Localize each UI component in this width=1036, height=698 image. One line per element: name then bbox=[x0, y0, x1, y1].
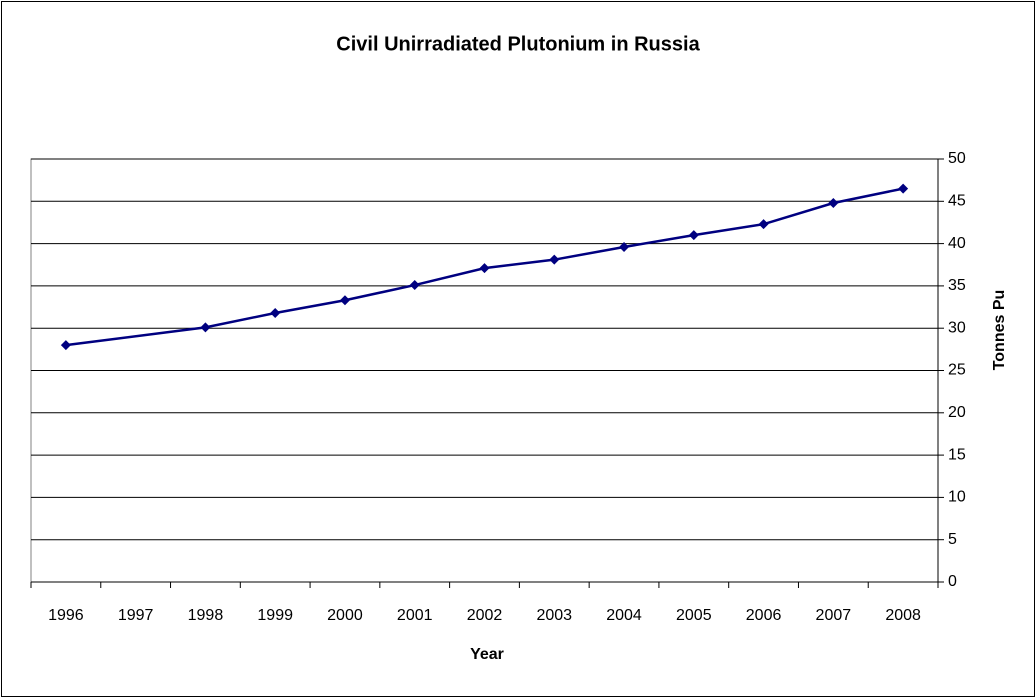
x-tick-label: 2004 bbox=[606, 607, 642, 624]
y-tick-label: 40 bbox=[948, 235, 966, 252]
y-tick-label: 15 bbox=[948, 446, 966, 463]
data-point bbox=[688, 230, 699, 241]
x-tick-label: 2000 bbox=[327, 607, 363, 624]
y-tick-label: 50 bbox=[948, 150, 966, 167]
x-tick-label: 1999 bbox=[257, 607, 293, 624]
y-tick-label: 20 bbox=[948, 404, 966, 421]
y-tick-label: 0 bbox=[948, 573, 957, 590]
x-tick-label: 2001 bbox=[397, 607, 433, 624]
data-point bbox=[200, 322, 211, 333]
chart-title: Civil Unirradiated Plutonium in Russia bbox=[336, 33, 700, 55]
x-tick-label: 2007 bbox=[816, 607, 852, 624]
x-tick-label: 1998 bbox=[188, 607, 224, 624]
y-tick-label: 10 bbox=[948, 489, 966, 506]
x-tick-label: 2006 bbox=[746, 607, 782, 624]
x-axis-label: Year bbox=[470, 646, 504, 663]
data-point bbox=[479, 263, 490, 274]
data-line bbox=[65, 187, 904, 347]
x-tick-label: 2003 bbox=[536, 607, 572, 624]
data-point bbox=[409, 280, 420, 291]
data-point bbox=[270, 307, 281, 318]
y-tick-label: 30 bbox=[948, 319, 966, 336]
data-point bbox=[828, 197, 839, 208]
data-point bbox=[339, 295, 350, 306]
data-point bbox=[60, 340, 71, 351]
x-tick-label: 2005 bbox=[676, 607, 712, 624]
x-tick-label: 2002 bbox=[467, 607, 503, 624]
y-axis-label: Tonnes Pu bbox=[991, 290, 1008, 371]
y-tick-label: 5 bbox=[948, 531, 957, 548]
data-point bbox=[758, 219, 769, 230]
x-tick-label: 1996 bbox=[48, 607, 84, 624]
x-tick-label: 2008 bbox=[885, 607, 921, 624]
data-point bbox=[898, 183, 909, 194]
x-tick-label: 1997 bbox=[118, 607, 154, 624]
y-tick-label: 25 bbox=[948, 362, 966, 379]
data-point bbox=[549, 254, 560, 265]
y-tick-label: 35 bbox=[948, 277, 966, 294]
y-tick-label: 45 bbox=[948, 193, 966, 210]
data-point bbox=[619, 241, 630, 252]
